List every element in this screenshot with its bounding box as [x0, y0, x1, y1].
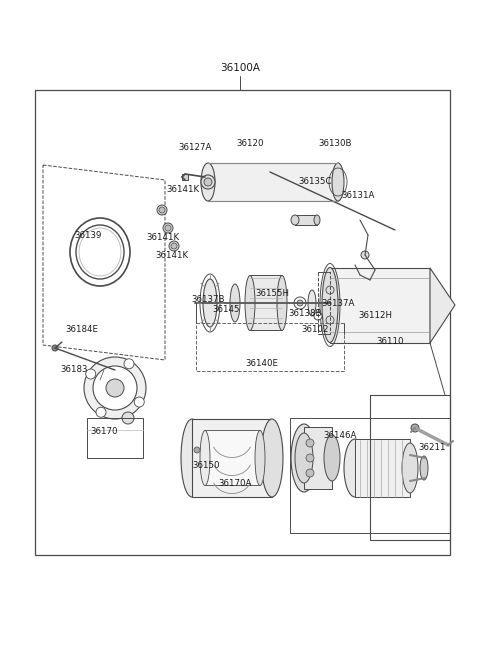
Ellipse shape [332, 163, 344, 201]
Bar [295, 215, 317, 225]
Circle shape [86, 369, 96, 379]
Circle shape [194, 447, 200, 453]
Ellipse shape [157, 205, 167, 215]
Text: 36139: 36139 [74, 230, 102, 239]
Text: 36135C: 36135C [298, 178, 332, 186]
Circle shape [306, 439, 314, 447]
Ellipse shape [106, 379, 124, 397]
Text: 36102: 36102 [301, 325, 329, 335]
Bar [205, 430, 260, 485]
Text: 36141K: 36141K [146, 234, 180, 243]
Bar [370, 395, 450, 540]
Circle shape [314, 312, 322, 320]
Circle shape [326, 316, 334, 324]
Text: 36150: 36150 [192, 462, 220, 470]
Bar [250, 275, 282, 330]
Text: 36155H: 36155H [255, 289, 289, 298]
Ellipse shape [295, 433, 313, 483]
Text: 36170: 36170 [90, 428, 118, 436]
Ellipse shape [291, 424, 317, 492]
Text: 36137A: 36137A [321, 300, 355, 308]
Ellipse shape [159, 207, 165, 213]
Ellipse shape [314, 215, 320, 225]
Ellipse shape [76, 225, 124, 279]
Circle shape [204, 178, 212, 186]
Circle shape [297, 300, 303, 306]
Text: 36131A: 36131A [341, 192, 375, 201]
Circle shape [201, 175, 215, 189]
Bar [192, 419, 272, 497]
Bar [182, 174, 188, 180]
Ellipse shape [245, 276, 255, 331]
Text: 36110: 36110 [376, 337, 404, 346]
Circle shape [361, 251, 369, 259]
Ellipse shape [402, 443, 418, 493]
Ellipse shape [169, 241, 179, 251]
Text: 36137B: 36137B [191, 295, 225, 304]
Bar [208, 163, 338, 201]
Text: 36140E: 36140E [245, 359, 278, 369]
Bar [318, 272, 330, 334]
Ellipse shape [181, 419, 203, 497]
Ellipse shape [165, 225, 171, 231]
Circle shape [122, 412, 134, 424]
Circle shape [306, 454, 314, 462]
Ellipse shape [291, 215, 299, 225]
Bar [87, 418, 143, 458]
Circle shape [294, 297, 306, 309]
Text: 36184E: 36184E [65, 325, 98, 335]
Ellipse shape [200, 430, 210, 485]
Bar [355, 439, 410, 497]
Text: 36120: 36120 [236, 138, 264, 148]
Circle shape [96, 407, 106, 417]
Circle shape [326, 286, 334, 294]
Text: 36170A: 36170A [218, 480, 252, 489]
Bar [330, 268, 430, 343]
Text: 36138B: 36138B [288, 310, 322, 319]
Circle shape [52, 345, 58, 351]
Ellipse shape [255, 430, 265, 485]
Text: 36183: 36183 [60, 365, 88, 375]
Ellipse shape [420, 456, 428, 480]
Text: 36112H: 36112H [358, 312, 392, 321]
Ellipse shape [322, 268, 338, 342]
Ellipse shape [201, 163, 215, 201]
Ellipse shape [203, 279, 217, 327]
Text: 36211: 36211 [418, 443, 446, 451]
Circle shape [411, 424, 419, 432]
Bar [290, 418, 450, 533]
Ellipse shape [230, 284, 240, 322]
Ellipse shape [308, 290, 316, 316]
Text: 36127A: 36127A [178, 144, 212, 152]
Bar [196, 323, 344, 371]
Bar [35, 90, 450, 555]
Bar [304, 427, 332, 489]
Ellipse shape [163, 223, 173, 233]
Text: 36146A: 36146A [324, 430, 357, 440]
Ellipse shape [277, 276, 287, 331]
Text: 36100A: 36100A [220, 63, 260, 73]
Text: 36141K: 36141K [167, 184, 200, 194]
Text: 36130B: 36130B [318, 138, 352, 148]
Ellipse shape [84, 357, 146, 419]
Circle shape [306, 469, 314, 477]
Polygon shape [430, 268, 455, 343]
Circle shape [134, 397, 144, 407]
Circle shape [124, 359, 134, 369]
Text: 36141K: 36141K [156, 251, 189, 260]
Ellipse shape [261, 419, 283, 497]
Ellipse shape [344, 439, 366, 497]
Ellipse shape [93, 366, 137, 410]
Ellipse shape [171, 243, 177, 249]
Text: 36145: 36145 [212, 306, 240, 314]
Ellipse shape [324, 435, 340, 481]
